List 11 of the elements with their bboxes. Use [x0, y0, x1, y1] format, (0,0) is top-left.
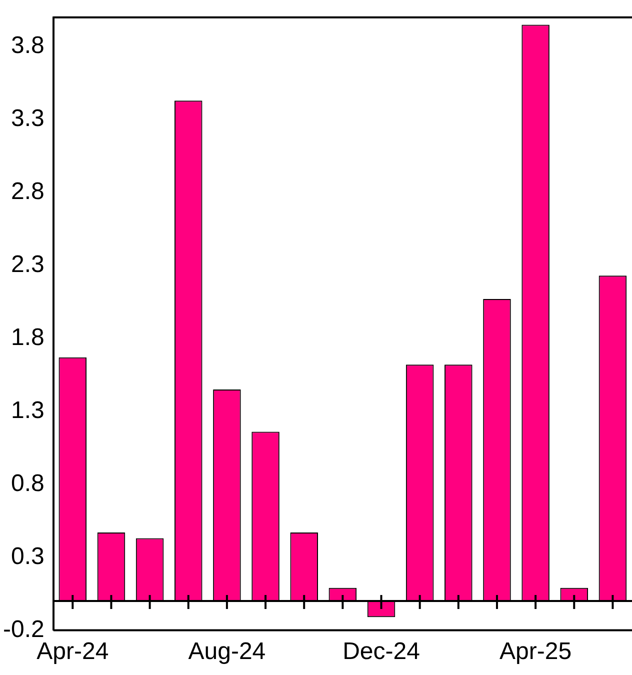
y-tick-label: 1.8: [10, 324, 44, 352]
y-tick-label: 0.8: [10, 470, 44, 497]
x-tick-label: Apr-25: [500, 638, 572, 666]
y-tick-label: 2.8: [10, 178, 44, 206]
y-tick-label: 2.3: [10, 251, 44, 278]
y-tick-label: 1.3: [10, 396, 44, 424]
x-tick-label: Dec-24: [342, 638, 420, 666]
y-tick-label: 0.3: [10, 542, 44, 570]
y-tick-label: 3.8: [10, 32, 44, 60]
x-tick-label: Aug-24: [188, 638, 266, 666]
y-tick-label: 3.3: [10, 105, 44, 132]
